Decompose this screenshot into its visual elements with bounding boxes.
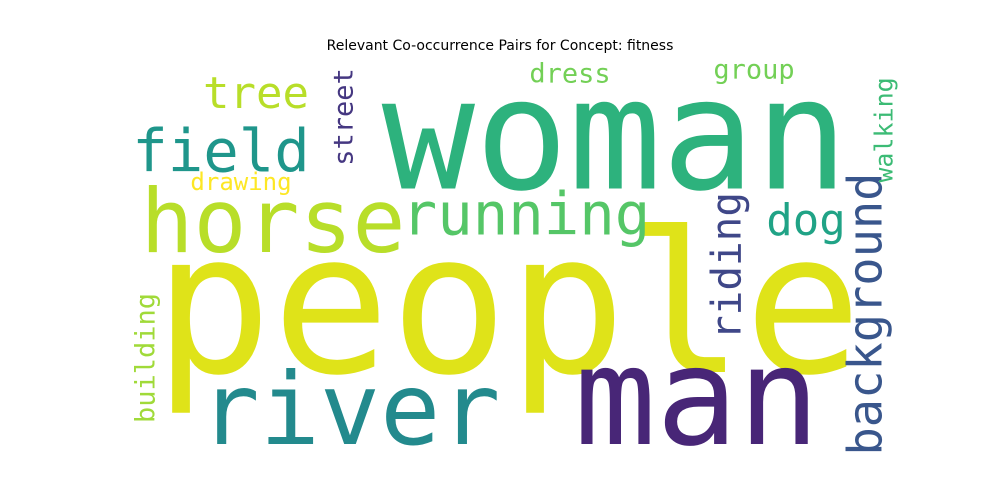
word-river: river	[199, 351, 501, 468]
word-running: running	[401, 179, 651, 249]
word-man: man	[574, 319, 820, 477]
word-dog: dog	[766, 195, 846, 246]
word-building: building	[130, 292, 162, 424]
word-woman: woman	[381, 44, 849, 226]
word-walking: walking	[869, 77, 899, 183]
word-tree: tree	[203, 68, 309, 119]
word-drawing: drawing	[190, 168, 292, 196]
word-background: background	[838, 172, 894, 456]
word-street: street	[328, 68, 360, 166]
word-people: people	[153, 191, 863, 419]
word-group: group	[713, 54, 795, 86]
word-riding: riding	[702, 191, 751, 341]
word-dress: dress	[529, 58, 611, 90]
word-field: field	[132, 116, 310, 186]
chart-title: Relevant Co-occurrence Pairs for Concept…	[326, 38, 674, 54]
word-horse: horse	[140, 170, 406, 273]
